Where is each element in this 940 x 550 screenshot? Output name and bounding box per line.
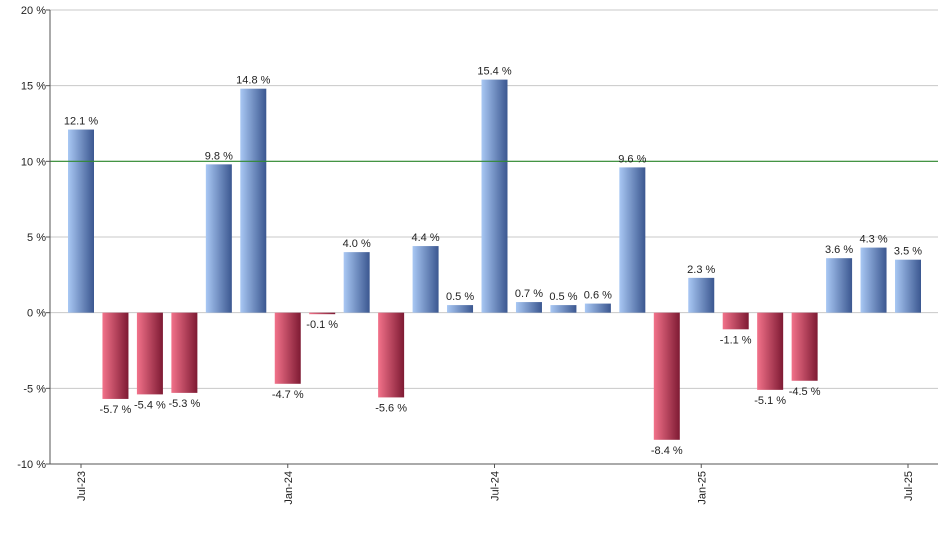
x-tick-label: Jul-23 bbox=[76, 471, 88, 501]
data-label: 0.6 % bbox=[584, 290, 612, 302]
bar-feb-25 bbox=[722, 312, 749, 330]
y-tick-label: -10 % bbox=[17, 459, 46, 471]
bar-jan-24 bbox=[274, 312, 301, 384]
bar-apr-24 bbox=[378, 312, 405, 398]
data-label: 14.8 % bbox=[236, 75, 270, 87]
data-label: 0.5 % bbox=[446, 291, 474, 303]
data-labels: 12.1 % -5.7 % -5.4 % -5.3 % 9.8 % 14.8 % -4.7 … bbox=[64, 66, 922, 457]
data-label: 9.6 % bbox=[618, 153, 646, 165]
bar-sep-23 bbox=[136, 312, 163, 395]
bar-feb-24 bbox=[309, 312, 336, 315]
data-label: -1.1 % bbox=[720, 334, 752, 346]
data-label: 0.5 % bbox=[549, 291, 577, 303]
bar-dec-23 bbox=[240, 88, 267, 313]
bars bbox=[68, 79, 921, 440]
data-label: 4.4 % bbox=[412, 232, 440, 244]
data-label: -0.1 % bbox=[306, 319, 338, 331]
bar-jun-25 bbox=[860, 247, 887, 313]
bar-aug-24 bbox=[515, 302, 542, 313]
bar-apr-25 bbox=[791, 312, 818, 381]
bar-mar-24 bbox=[343, 252, 370, 313]
bar-sep-24 bbox=[550, 305, 577, 313]
x-tick-label: Jul-24 bbox=[490, 471, 502, 501]
bar-mar-25 bbox=[757, 312, 784, 390]
data-label: -5.7 % bbox=[100, 404, 132, 416]
data-label: 0.7 % bbox=[515, 288, 543, 300]
bar-dec-24 bbox=[653, 312, 680, 440]
bar-may-24 bbox=[412, 246, 439, 313]
data-label: 3.6 % bbox=[825, 244, 853, 256]
data-label: -8.4 % bbox=[651, 445, 683, 457]
data-label: -4.5 % bbox=[789, 386, 821, 398]
data-label: -5.4 % bbox=[134, 399, 166, 411]
x-tick-label: Jan-24 bbox=[283, 471, 295, 505]
bar-jan-25 bbox=[688, 277, 715, 313]
bar-nov-24 bbox=[619, 167, 646, 313]
bar-jul-24 bbox=[481, 79, 508, 313]
bar-jun-24 bbox=[447, 305, 474, 313]
y-tick-label: 20 % bbox=[21, 5, 46, 17]
bar-aug-23 bbox=[102, 312, 129, 399]
axes: 20 % 15 % 10 % 5 % 0 % -5 % -10 % Jul-23 Jan-24 J… bbox=[17, 5, 938, 505]
data-label: 9.8 % bbox=[205, 150, 233, 162]
data-label: -4.7 % bbox=[272, 389, 304, 401]
data-label: 4.3 % bbox=[859, 234, 887, 246]
bar-nov-23 bbox=[205, 164, 232, 313]
bar-may-25 bbox=[826, 258, 853, 313]
data-label: 3.5 % bbox=[894, 246, 922, 258]
bar-jul-25 bbox=[895, 259, 921, 313]
data-label: 12.1 % bbox=[64, 116, 98, 128]
data-label: -5.3 % bbox=[168, 398, 200, 410]
y-tick-label: 5 % bbox=[27, 232, 46, 244]
bar-oct-23 bbox=[171, 312, 198, 393]
data-label: -5.6 % bbox=[375, 402, 407, 414]
data-label: 15.4 % bbox=[477, 66, 511, 78]
y-tick-label: 15 % bbox=[21, 81, 46, 93]
x-tick-label: Jul-25 bbox=[903, 471, 915, 501]
y-tick-label: 10 % bbox=[21, 156, 46, 168]
x-tick-label: Jan-25 bbox=[696, 471, 708, 505]
y-tick-label: 0 % bbox=[27, 308, 46, 320]
bar-oct-24 bbox=[584, 303, 611, 313]
data-label: 4.0 % bbox=[343, 238, 371, 250]
bar-jul-23 bbox=[68, 129, 94, 313]
data-label: 2.3 % bbox=[687, 264, 715, 276]
y-tick-label: -5 % bbox=[23, 383, 46, 395]
data-label: -5.1 % bbox=[754, 395, 786, 407]
